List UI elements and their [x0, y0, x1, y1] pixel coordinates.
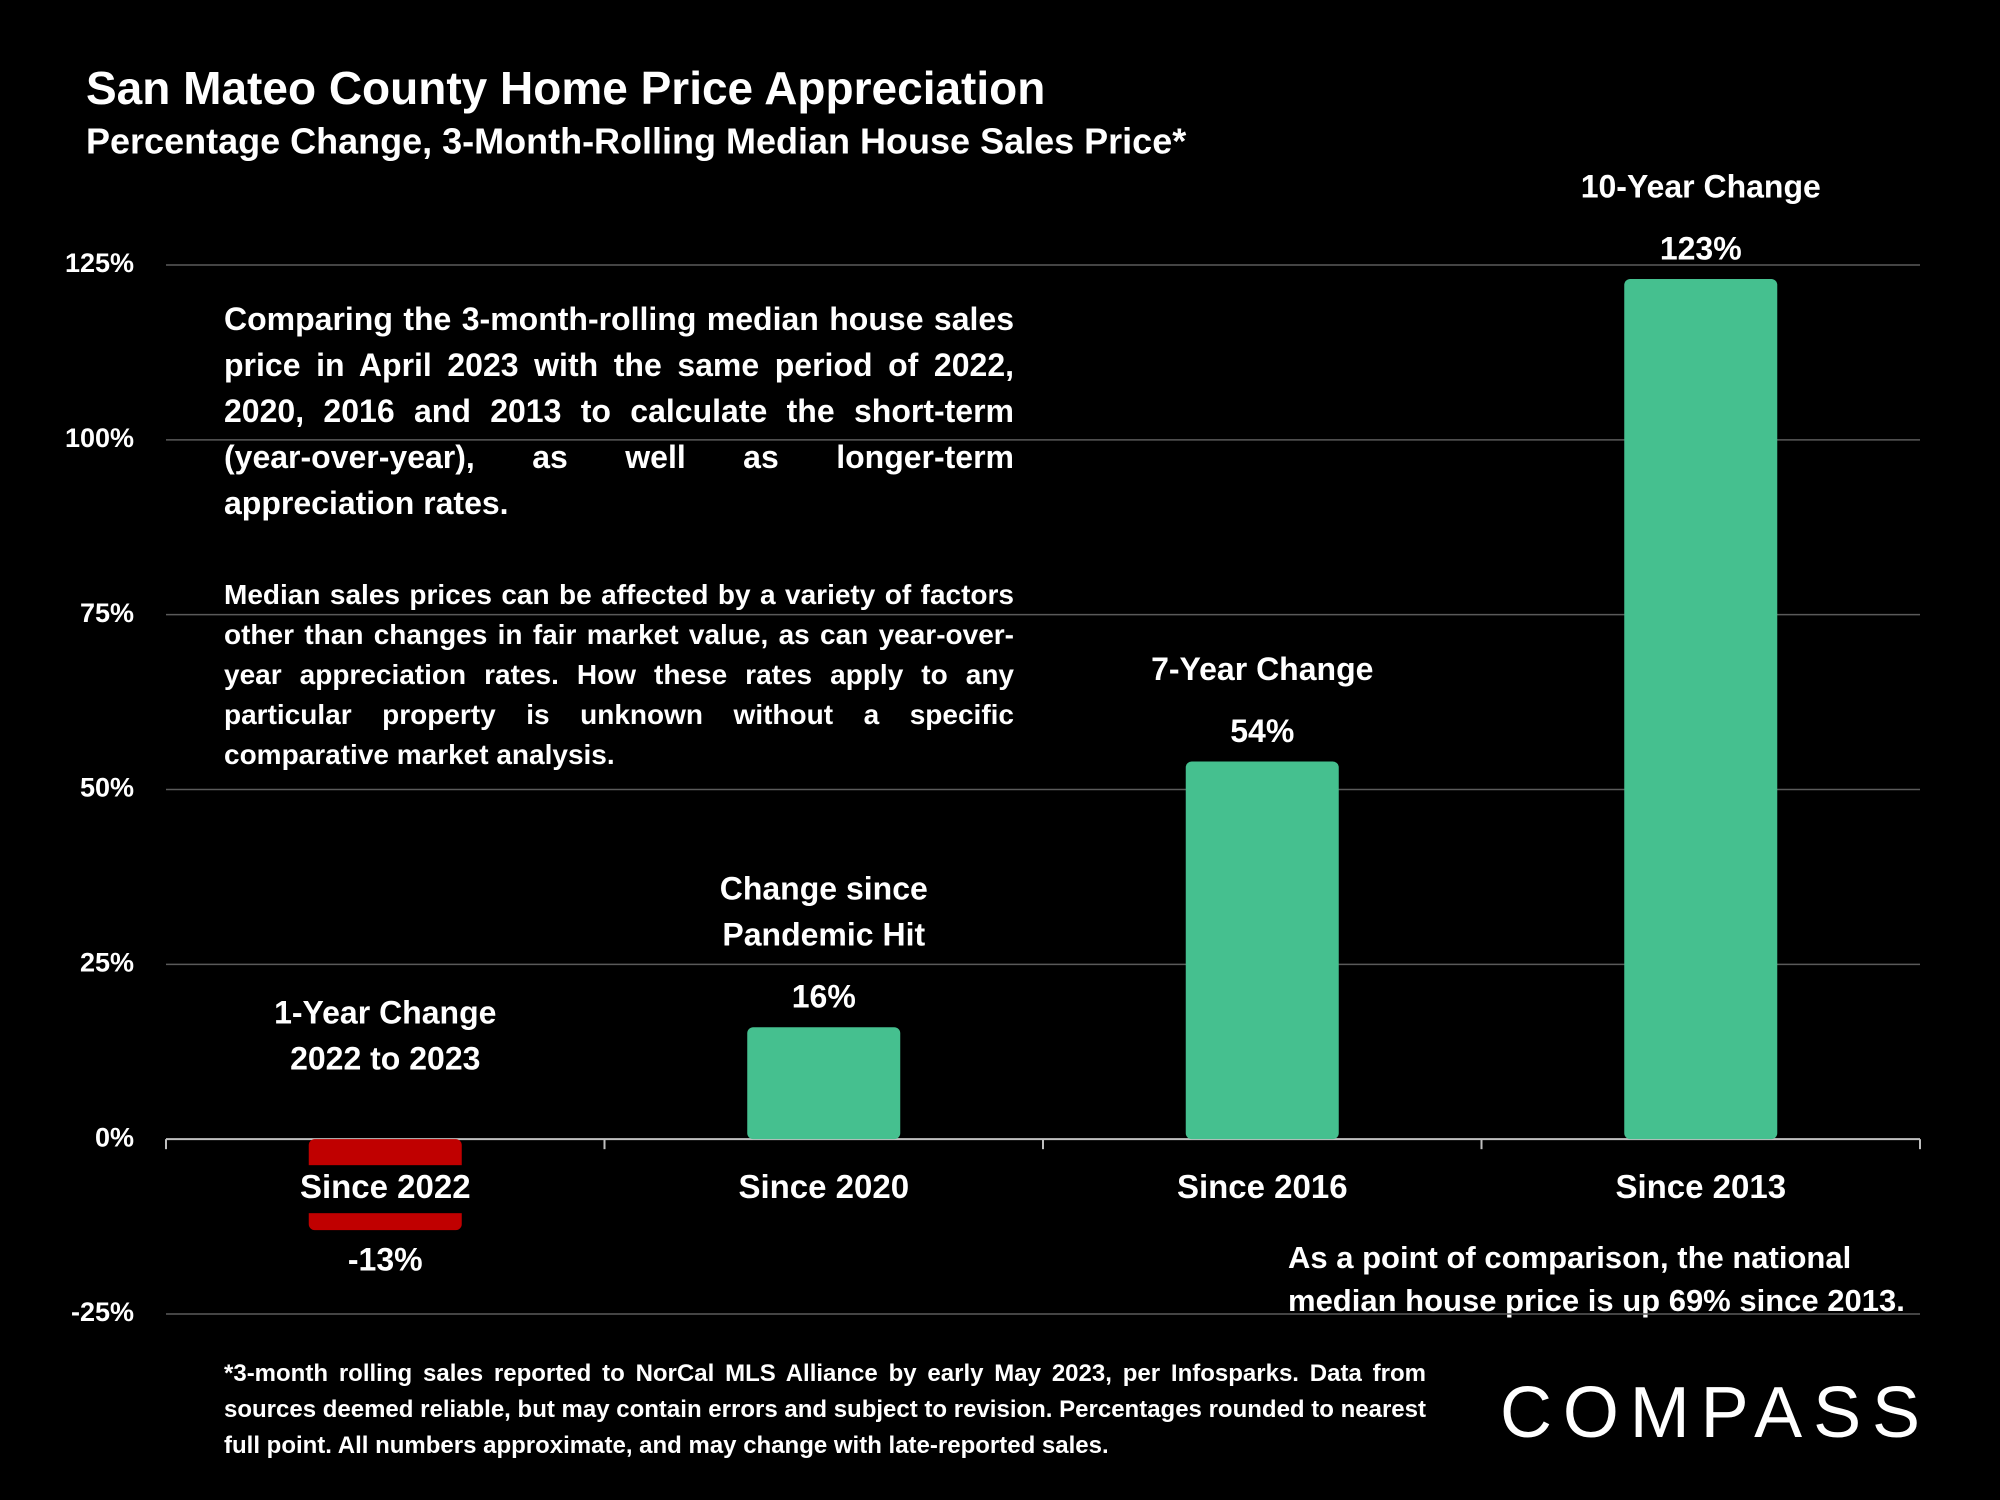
- bar: [747, 1027, 901, 1140]
- value-label: 16%: [792, 979, 856, 1015]
- y-tick-label: 125%: [65, 248, 134, 278]
- x-tick-label: Since 2016: [1177, 1168, 1348, 1205]
- bar: [1624, 278, 1778, 1140]
- y-tick-label: 50%: [80, 773, 134, 803]
- chart-subtitle: Percentage Change, 3-Month-Rolling Media…: [86, 121, 1186, 162]
- label-backdrop: [1170, 1165, 1355, 1214]
- logo: COMPASS: [1500, 1373, 1920, 1453]
- value-label: -13%: [348, 1242, 423, 1278]
- bar-header: 7-Year Change: [1151, 651, 1373, 687]
- bar-header: 10-Year Change: [1581, 168, 1821, 204]
- x-tick-label: Since 2013: [1615, 1168, 1786, 1205]
- bar-header: Change since: [720, 871, 928, 907]
- y-tick-label: 0%: [95, 1122, 134, 1152]
- label-backdrop: [293, 1165, 478, 1214]
- x-tick-label: Since 2020: [738, 1168, 909, 1205]
- comparison-note: As a point of comparison, the national: [1288, 1240, 1851, 1275]
- value-label: 54%: [1230, 713, 1294, 749]
- y-tick-label: 25%: [80, 947, 134, 977]
- bar: [1185, 761, 1339, 1140]
- y-tick-label: -25%: [71, 1297, 134, 1327]
- x-tick-label: Since 2022: [300, 1168, 471, 1205]
- chart-title: San Mateo County Home Price Appreciation: [86, 62, 1045, 114]
- label-backdrop: [1608, 1165, 1793, 1214]
- label-backdrop: [731, 1165, 916, 1214]
- bar-header: Pandemic Hit: [722, 917, 925, 953]
- footnote: *3-month rolling sales reported to NorCa…: [224, 1360, 1426, 1459]
- note: Median sales prices can be affected by a…: [224, 579, 1014, 770]
- note: Comparing the 3-month-rolling median hou…: [224, 301, 1014, 521]
- y-tick-label: 75%: [80, 598, 134, 628]
- bar-header: 1-Year Change: [274, 995, 496, 1031]
- comparison-note: median house price is up 69% since 2013.: [1288, 1283, 1905, 1318]
- value-label: 123%: [1660, 230, 1742, 266]
- bar-header: 2022 to 2023: [290, 1041, 480, 1077]
- y-tick-label: 100%: [65, 423, 134, 453]
